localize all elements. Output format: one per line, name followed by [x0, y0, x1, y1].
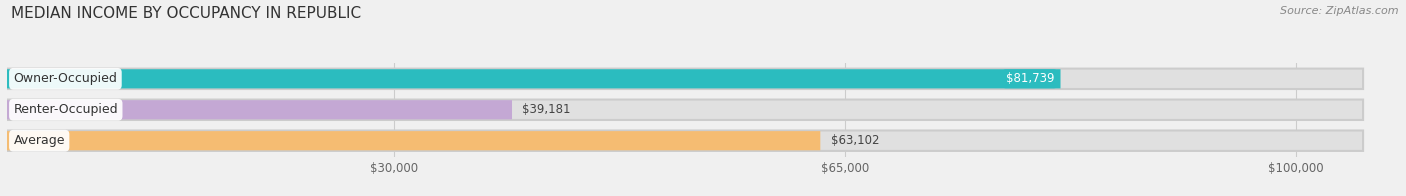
Text: Owner-Occupied: Owner-Occupied — [14, 72, 117, 85]
Text: $39,181: $39,181 — [522, 103, 571, 116]
Text: $63,102: $63,102 — [831, 134, 879, 147]
Text: $81,739: $81,739 — [1005, 72, 1054, 85]
Bar — [7, 100, 1361, 119]
FancyBboxPatch shape — [7, 131, 820, 150]
FancyBboxPatch shape — [7, 131, 1362, 151]
Text: Average: Average — [14, 134, 65, 147]
Bar — [7, 131, 1361, 150]
Text: MEDIAN INCOME BY OCCUPANCY IN REPUBLIC: MEDIAN INCOME BY OCCUPANCY IN REPUBLIC — [11, 6, 361, 21]
Text: Renter-Occupied: Renter-Occupied — [14, 103, 118, 116]
FancyBboxPatch shape — [7, 69, 1362, 89]
FancyBboxPatch shape — [7, 100, 1362, 120]
Text: Source: ZipAtlas.com: Source: ZipAtlas.com — [1281, 6, 1399, 16]
Bar — [7, 69, 1361, 88]
FancyBboxPatch shape — [7, 100, 512, 119]
FancyBboxPatch shape — [7, 69, 1060, 88]
